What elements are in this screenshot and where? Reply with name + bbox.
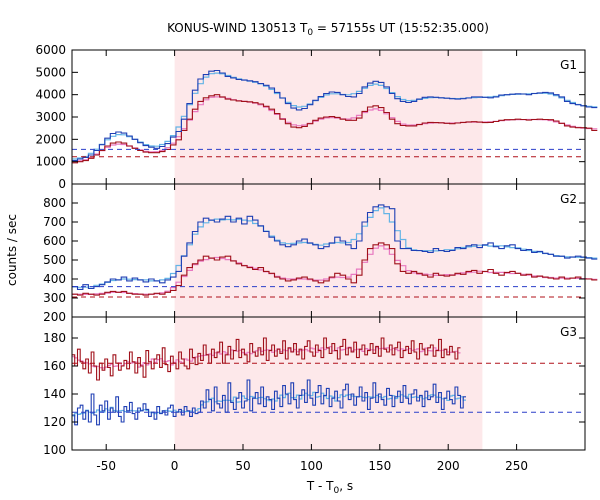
x-axis-title: T - T0, s	[306, 479, 353, 496]
y-tick-label: 500	[43, 253, 66, 267]
y-tick-label: 6000	[35, 43, 66, 57]
blue-step-series	[72, 204, 598, 290]
panel-g3: 100 120 140 160 180 G3	[43, 316, 586, 457]
panel-frame	[71, 316, 586, 451]
y-tick-label: 200	[43, 310, 66, 324]
y-tick-label: 700	[43, 215, 66, 229]
y-tick-label: 160	[43, 359, 66, 373]
y-tick-label: 800	[43, 196, 66, 210]
x-tick-label: 200	[437, 459, 460, 473]
x-tick-label: 0	[171, 459, 179, 473]
x-tick-label: 250	[505, 459, 528, 473]
y-axis-title: counts / sec	[5, 214, 19, 286]
panel-label: G1	[560, 58, 577, 72]
y-tick-label: 120	[43, 415, 66, 429]
panels-group: 0100020003000400050006000G12003004005006…	[35, 43, 598, 473]
y-tick-label: 2000	[35, 132, 66, 146]
y-tick-label: 0	[58, 177, 66, 191]
y-tick-label: 300	[43, 291, 66, 305]
y-tick-label: 180	[43, 331, 66, 345]
y-tick-label: 3000	[35, 110, 66, 124]
red-step-series	[72, 337, 461, 381]
blue-step-series	[72, 69, 598, 162]
red-step-series	[72, 94, 598, 164]
y-tick-label: 600	[43, 234, 66, 248]
y-tick-label: 5000	[35, 65, 66, 79]
panel-label: G3	[560, 325, 577, 339]
y-tick-label: 4000	[35, 88, 66, 102]
x-tick-label: -50	[96, 459, 116, 473]
x-tick-label: 50	[235, 459, 250, 473]
x-tick-label: 150	[368, 459, 391, 473]
y-tick-label: 400	[43, 272, 66, 286]
y-tick-label: 100	[43, 443, 66, 457]
chart-title: KONUS-WIND 130513 T0 = 57155s UT (15:52:…	[167, 21, 489, 38]
panel-g1: 0 1000 2000 3000 4000 5000 6000 G1	[35, 43, 598, 191]
red-step-series	[72, 242, 598, 296]
panel-g2: 200 300 400 500 600 700 800 G2	[43, 183, 598, 324]
y-tick-label: 1000	[35, 155, 66, 169]
y-tick-label: 140	[43, 387, 66, 401]
panel-label: G2	[560, 192, 577, 206]
x-tick-label: 100	[300, 459, 323, 473]
shaded-interval	[174, 317, 483, 450]
blue-step-series	[72, 379, 466, 426]
